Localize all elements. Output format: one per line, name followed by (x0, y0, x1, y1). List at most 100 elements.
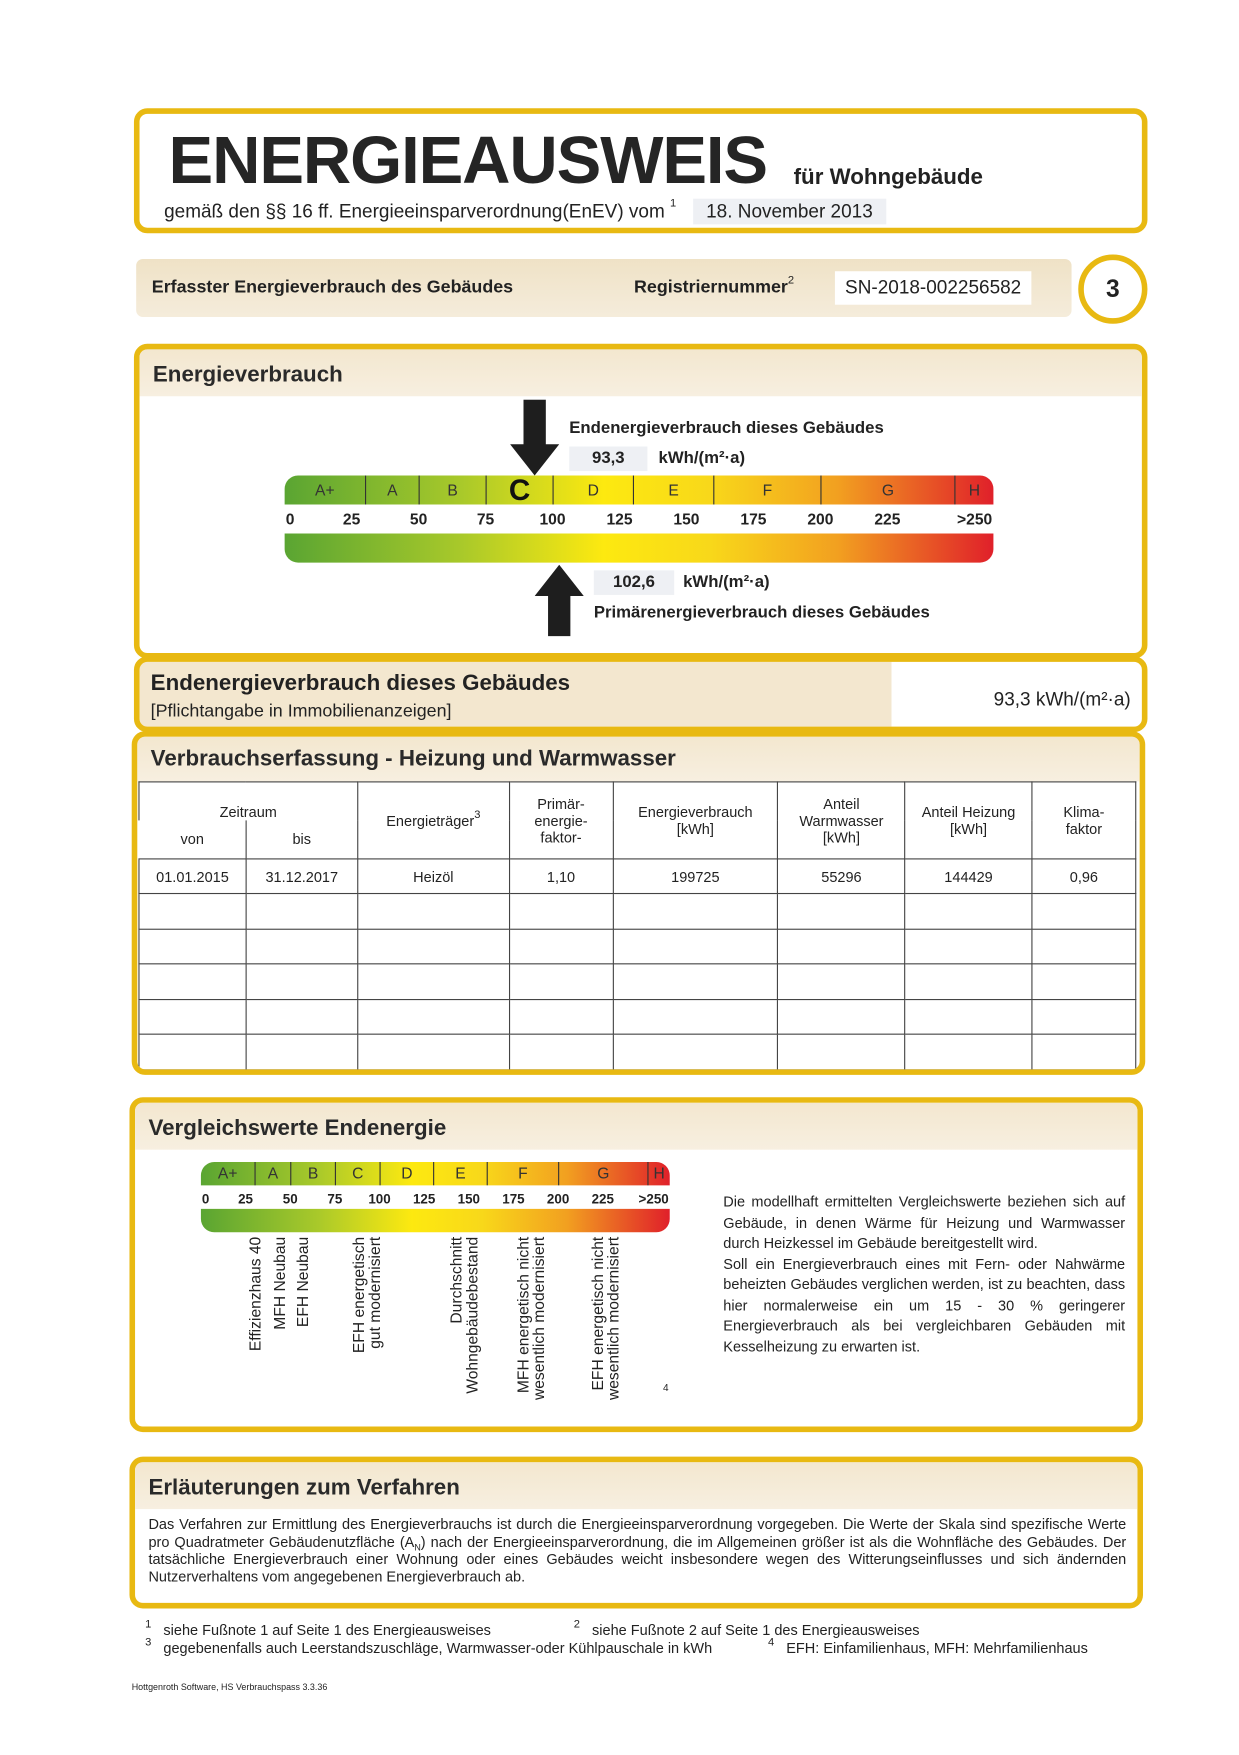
reference-label: Durchschnitt Wohngebäudebestand (446, 1236, 481, 1394)
end-energy-unit: kWh/(m²·a) (658, 448, 746, 468)
scale-tick-label: 200 (807, 510, 834, 528)
scale-tick-label: 125 (412, 1190, 436, 1207)
primary-energy-unit: kWh/(m²·a) (683, 572, 770, 592)
table-cell (904, 998, 1033, 1035)
verbrauchserfassung-section: Verbrauchserfassung - Heizung und Warmwa… (131, 731, 1146, 1075)
footnote: 3 gegebenenfalls auch Leerstandszuschläg… (145, 1636, 712, 1656)
table-row: 01.01.2015 31.12.2017 Heizöl 1,10 199725 5529… (138, 858, 1137, 895)
table-cell (508, 998, 614, 1035)
table-cell (1031, 963, 1137, 1000)
scale-tick-label: 0 (285, 510, 295, 528)
reference-label: EFH energetisch gut modernisiert (349, 1236, 383, 1354)
header-von: von (138, 819, 247, 860)
header-zeitraum: Zeitraum (138, 781, 359, 820)
table-header-row: von bis (138, 819, 1136, 860)
table-cell (508, 892, 614, 930)
table-cell (612, 998, 779, 1035)
summary-title: Endenergieverbrauch dieses Gebäudes (150, 670, 571, 696)
software-credit: Hottgenroth Software, HS Verbrauchspass … (131, 1682, 328, 1693)
table-cell: 199725 (612, 858, 779, 895)
reference-label-line: MFH energetisch nicht (513, 1236, 532, 1394)
header-heizung: Anteil Heizung [kWh] (904, 781, 1033, 860)
table-row (138, 892, 1137, 930)
reference-label: EFH Neubau (294, 1237, 312, 1327)
scale-tick-label: >250 (638, 1190, 669, 1207)
reference-label-line: Wohngebäudebestand (462, 1236, 481, 1394)
energy-class-g: G (820, 475, 954, 505)
table-cell: 0,96 (1031, 858, 1137, 895)
scale-tick-label: 25 (342, 510, 361, 528)
table-cell (1031, 1033, 1137, 1070)
summary-value: 93,3 kWh/(m²·a) (993, 688, 1131, 710)
end-energy-label: Endenergieverbrauch dieses Gebäudes (569, 418, 884, 438)
energy-class-aplus: A+ (315, 481, 335, 499)
table-cell (777, 963, 906, 1000)
table-cell: 31.12.2017 (245, 858, 359, 895)
scale-tick-label: 225 (591, 1190, 614, 1207)
table-cell (245, 928, 359, 965)
table-cell (612, 892, 779, 930)
procedure-subscript: N (414, 1542, 421, 1553)
footnote-mark: 2 (787, 274, 795, 287)
table-cell: 55296 (777, 858, 906, 895)
footnote-mark: 4 (663, 1381, 669, 1394)
scale-tick-label: 25 (238, 1190, 254, 1207)
table-cell (508, 963, 614, 1000)
scale-tick-label: 100 (368, 1190, 391, 1207)
reference-label-line: Durchschnitt (446, 1236, 465, 1324)
registration-number: SN-2018-002256582 (834, 271, 1032, 305)
table-cell (138, 928, 247, 965)
reference-label-line: Effizienzhaus 40 (246, 1236, 264, 1352)
footnote-text: siehe Fußnote 2 auf Seite 1 des Energiea… (592, 1621, 920, 1639)
scale-tick-label: 175 (740, 510, 767, 528)
reference-label-line: EFH energetisch nicht (588, 1236, 607, 1391)
consumption-table: Zeitraum Energieträger3 Primär- energie-… (138, 781, 1137, 1070)
energy-class-c: C (485, 475, 553, 505)
energy-scale: A+ A B C D E F G H 0 25 50 75 100 125 150 175 200 225 >250 (284, 475, 994, 565)
comparison-explanation: Die modellhaft ermittelten Vergleichswer… (723, 1192, 1125, 1357)
table-cell (612, 1033, 779, 1070)
reference-label-line: EFH energetisch (349, 1236, 368, 1354)
scale-tick-label: 75 (327, 1190, 343, 1207)
section-header: Energieverbrauch (139, 349, 1142, 397)
scale-tick-label: >250 (957, 510, 993, 528)
energy-class-f: F (713, 475, 820, 505)
table-cell (904, 963, 1033, 1000)
energy-class-a: A (254, 1161, 290, 1186)
reference-label-line: gut modernisiert (365, 1236, 383, 1349)
reference-label-line: wesentlich modernisiert (529, 1236, 548, 1401)
legal-basis-text: gemäß den §§ 16 ff. Energieeinsparverord… (164, 200, 665, 223)
table-cell (1031, 998, 1137, 1035)
end-energy-summary: Endenergieverbrauch dieses Gebäudes [Pfl… (133, 656, 1148, 733)
energy-class-d: D (552, 475, 633, 505)
register-bar-label: Erfasster Energieverbrauch des Gebäudes (151, 277, 514, 297)
table-cell (904, 1033, 1033, 1070)
header-energietraeger-text: Energieträger (386, 812, 475, 829)
erlaeuterungen-section: Erläuterungen zum Verfahren Das Verfahre… (129, 1456, 1143, 1609)
footnote-mark: 2 (573, 1618, 580, 1631)
energy-class-aplus: A+ (217, 1164, 238, 1183)
registration-label-text: Registriernummer (634, 277, 788, 297)
table-cell (245, 998, 359, 1035)
table-cell (356, 928, 510, 965)
header-energietraeger: Energieträger3 (356, 781, 510, 860)
table-row (138, 998, 1137, 1035)
table-row (138, 1033, 1137, 1070)
end-energy-arrow-down-icon (509, 399, 560, 481)
section-title: Verbrauchserfassung - Heizung und Warmwa… (150, 746, 676, 772)
primary-energy-arrow-up-icon (534, 564, 585, 642)
procedure-text: Das Verfahren zur Ermittlung des Energie… (148, 1516, 1126, 1585)
scale-gradient-bar (284, 533, 994, 563)
table-cell (356, 963, 510, 1000)
register-bar: Erfasster Energieverbrauch des Gebäudes … (136, 258, 1072, 318)
footnote-mark: 3 (474, 808, 481, 821)
footnote: 1 siehe Fußnote 1 auf Seite 1 des Energi… (145, 1618, 491, 1638)
table-cell (1031, 892, 1137, 930)
table-cell (777, 928, 906, 965)
document-subtitle: für Wohngebäude (793, 165, 983, 190)
table-header-row: Zeitraum Energieträger3 Primär- energie-… (138, 781, 1137, 860)
end-energy-value: 93,3 (569, 446, 648, 472)
scale-tick-label: 50 (409, 510, 428, 528)
comparison-text-1: Die modellhaft ermittelten Vergleichswer… (723, 1193, 1126, 1252)
footnote-mark: 1 (145, 1618, 152, 1631)
